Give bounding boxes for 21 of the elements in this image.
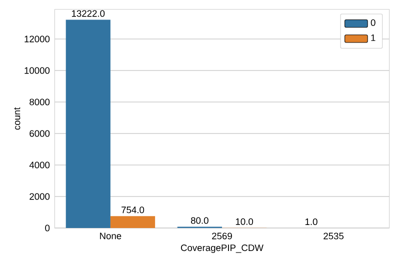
bar [66,20,110,228]
data-label: 10.0 [236,218,254,225]
y-tick-label: 4000 [29,162,50,168]
x-axis-title: CoveragePIP_CDW [180,244,264,253]
data-label: 1.0 [305,218,318,226]
y-tick-label: 12000 [24,36,50,42]
y-tick-label: 2000 [30,193,50,200]
data-label: 13222.0 [72,10,105,17]
y-axis-title: count [14,107,20,130]
data-label: 80.0 [191,217,208,224]
data-label: 754.0 [122,206,144,214]
y-tick-label: 6000 [30,130,50,137]
legend-label: 0 [370,19,376,26]
y-tick-label: 8000 [30,98,50,106]
y-tick-label: 0 [45,224,50,232]
bar [110,216,156,228]
x-tick-label: 2569 [212,232,232,240]
legend-label: 1 [371,34,376,41]
x-tick-label: None [100,232,122,240]
x-tick-label: 2535 [324,232,344,240]
y-tick-label: 10000 [24,67,50,74]
